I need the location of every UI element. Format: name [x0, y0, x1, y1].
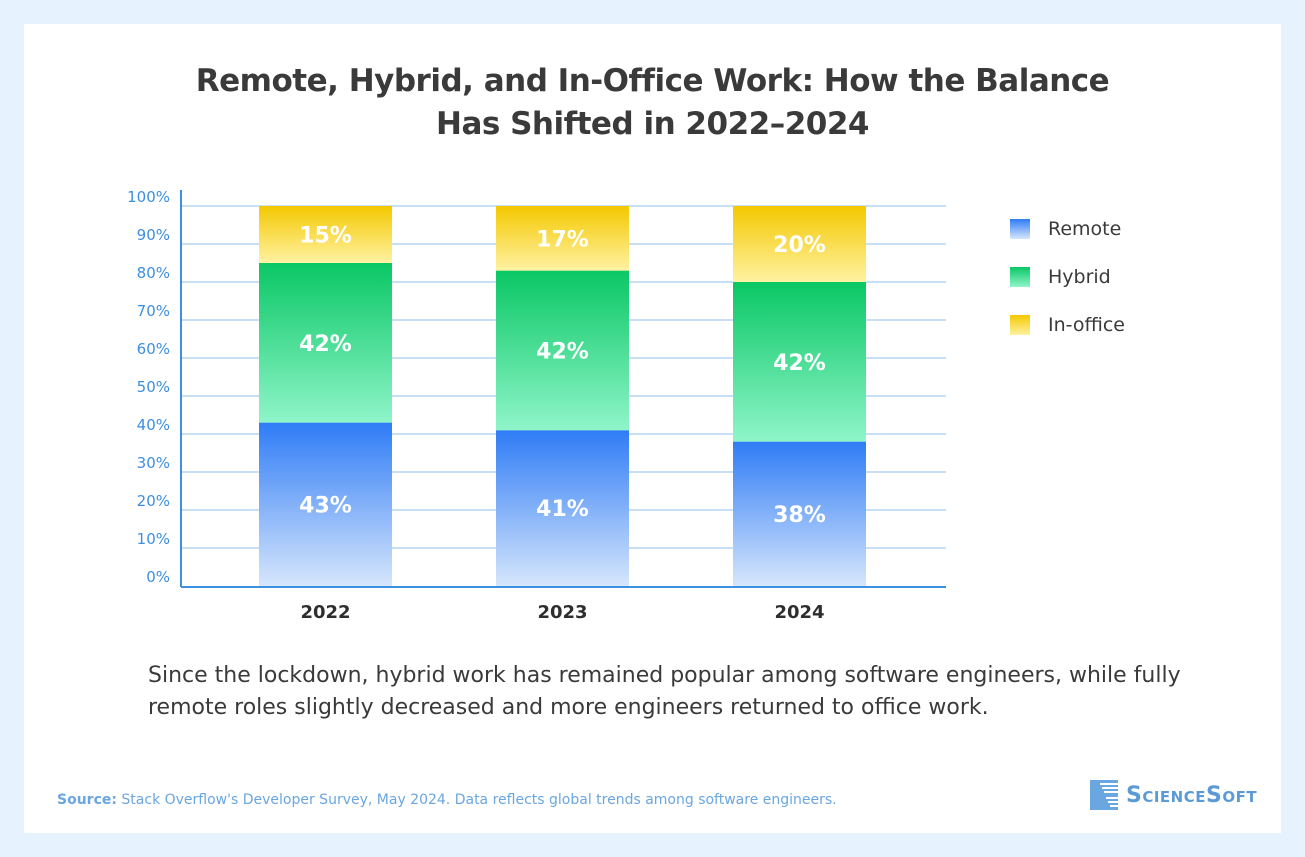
bar-hybrid-2022 [259, 263, 392, 423]
legend: Remote Hybrid In-office [1010, 205, 1125, 349]
bar-remote-2024 [733, 441, 866, 586]
bar-remote-2023 [496, 430, 629, 586]
description: Since the lockdown, hybrid work has rema… [148, 663, 1181, 720]
data-label: 43% [299, 493, 352, 518]
y-tick-label: 30% [137, 454, 170, 472]
legend-label: Remote [1048, 218, 1122, 240]
bar-in-office-2022 [259, 206, 392, 263]
legend-swatch [1010, 219, 1030, 239]
chart-title: Remote, Hybrid, and In-Office Work: How … [0, 60, 1305, 146]
y-tick-label: 10% [137, 530, 170, 548]
bar-in-office-2024 [733, 206, 866, 282]
source-label: Source: [57, 792, 117, 808]
y-tick-label: 80% [137, 264, 170, 282]
y-tick-label: 90% [137, 226, 170, 244]
y-tick-label: 50% [137, 378, 170, 396]
chart-card [24, 24, 1281, 833]
legend-item: Remote [1010, 205, 1125, 253]
data-label: 17% [536, 227, 589, 252]
logo-icon [1090, 780, 1118, 810]
legend-swatch [1010, 315, 1030, 335]
bar-hybrid-2024 [733, 282, 866, 442]
title-line-1: Remote, Hybrid, and In-Office Work: How … [195, 63, 1110, 99]
x-tick-label: 2023 [537, 602, 587, 623]
sciencesoft-logo: ScienceSoft [1090, 780, 1257, 810]
data-label: 15% [299, 224, 352, 249]
data-label: 42% [299, 332, 352, 357]
legend-item: Hybrid [1010, 253, 1125, 301]
y-tick-label: 60% [137, 340, 170, 358]
logo-text: ScienceSoft [1126, 782, 1258, 808]
title-line-2: Has Shifted in 2022–2024 [436, 106, 870, 142]
x-tick-label: 2022 [300, 602, 350, 623]
data-label: 42% [536, 339, 589, 364]
legend-label: Hybrid [1048, 266, 1111, 288]
data-label: 38% [773, 503, 826, 528]
source-note: Source: Stack Overflow's Developer Surve… [57, 792, 837, 808]
data-label: 42% [773, 351, 826, 376]
bar-in-office-2023 [496, 206, 629, 271]
bar-hybrid-2023 [496, 270, 629, 431]
legend-label: In-office [1048, 314, 1125, 336]
data-label: 20% [773, 233, 826, 258]
legend-item: In-office [1010, 301, 1125, 349]
bar-remote-2022 [259, 422, 392, 586]
x-tick-label: 2024 [774, 602, 824, 623]
data-label: 41% [536, 497, 589, 522]
y-tick-label: 70% [137, 302, 170, 320]
y-tick-label: 40% [137, 416, 170, 434]
legend-swatch [1010, 267, 1030, 287]
y-tick-label: 20% [137, 492, 170, 510]
source-text: Stack Overflow's Developer Survey, May 2… [116, 792, 837, 808]
y-tick-label: 100% [127, 188, 170, 206]
y-tick-label: 0% [146, 568, 170, 586]
